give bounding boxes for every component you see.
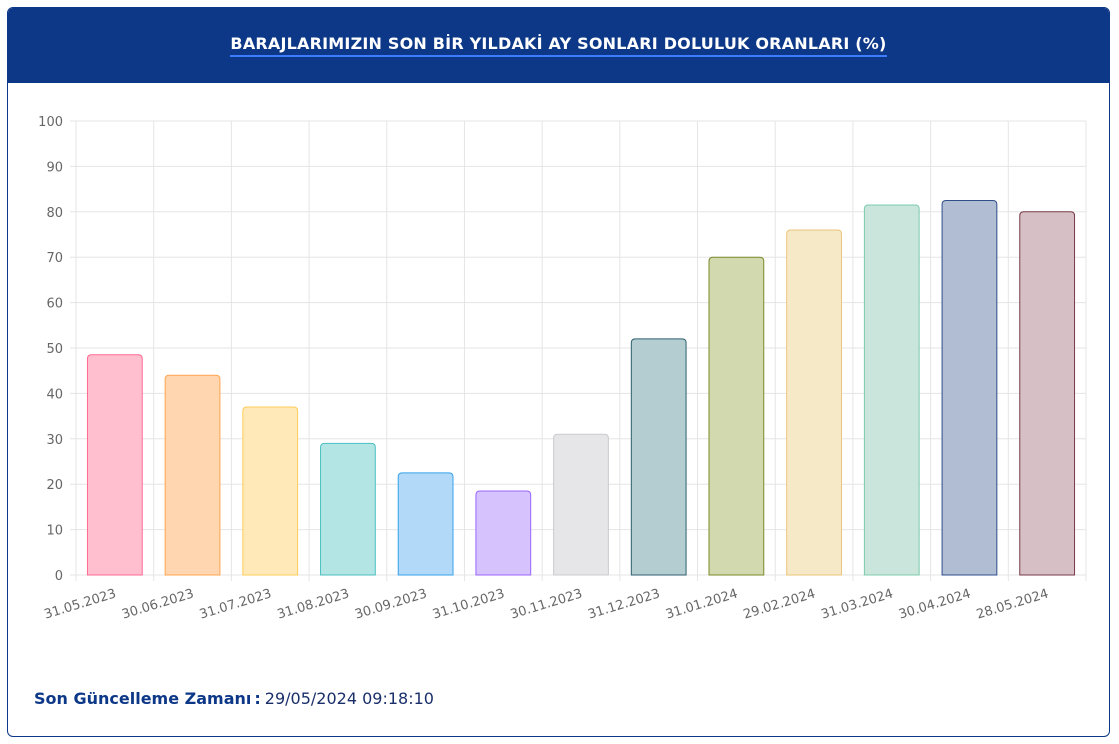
chart-title: BARAJLARIMIZIN SON BİR YILDAKİ AY SONLAR…	[230, 34, 887, 57]
last-update-value: 29/05/2024 09:18:10	[264, 689, 434, 708]
x-tick-label: 30.04.2024	[897, 586, 973, 622]
bar-30.06.2023	[164, 374, 221, 576]
card-header: BARAJLARIMIZIN SON BİR YILDAKİ AY SONLAR…	[8, 8, 1109, 83]
bar-30.09.2023	[397, 472, 454, 576]
y-tick-label: 0	[55, 569, 63, 584]
bar-chart: 0 10 20 30 40 50 60 70 80 90 100 31.05.2023 30.06.20…	[38, 115, 1087, 623]
last-update-separator: :	[254, 689, 261, 708]
bar-28.05.2024	[1019, 211, 1076, 576]
chart-area: 0 10 20 30 40 50 60 70 80 90 100 31.05.2023 30.06.20…	[8, 83, 1109, 663]
x-tick-label: 31.05.2023	[42, 586, 118, 622]
x-tick-label: 31.01.2024	[664, 586, 740, 622]
bar-30.11.2023	[553, 433, 609, 576]
y-tick-label: 60	[46, 297, 63, 312]
bar-31.07.2023	[242, 406, 299, 576]
bar-31.12.2023	[630, 338, 687, 576]
bar-31.10.2023	[475, 490, 532, 576]
chart-card: BARAJLARIMIZIN SON BİR YILDAKİ AY SONLAR…	[7, 7, 1110, 737]
x-tick-label: 30.11.2023	[509, 586, 585, 622]
x-tick-label: 31.03.2024	[819, 586, 895, 622]
y-tick-label: 40	[46, 387, 63, 402]
x-tick-label: 31.10.2023	[431, 586, 507, 622]
bar-31.03.2024	[863, 204, 920, 576]
bar-30.04.2024	[941, 199, 998, 576]
x-tick-label: 31.07.2023	[198, 586, 274, 622]
last-update-label: Son Güncelleme Zamanı	[34, 689, 252, 708]
x-tick-label: 31.12.2023	[586, 586, 662, 622]
last-update: Son Güncelleme Zamanı:29/05/2024 09:18:1…	[34, 689, 434, 708]
x-tick-label: 30.06.2023	[120, 586, 196, 622]
y-tick-label: 20	[46, 478, 63, 493]
y-tick-label: 80	[46, 206, 63, 221]
x-tick-label: 29.02.2024	[742, 586, 818, 622]
bar-29.02.2024	[786, 229, 842, 576]
y-tick-label: 30	[46, 433, 63, 448]
bar-31.05.2023	[86, 354, 143, 576]
y-tick-label: 90	[46, 160, 63, 175]
y-tick-label: 10	[46, 524, 63, 539]
y-tick-label: 100	[38, 115, 63, 130]
x-tick-label: 31.08.2023	[276, 586, 352, 622]
bar-31.01.2024	[708, 256, 765, 576]
y-tick-label: 50	[46, 342, 63, 357]
bar-31.08.2023	[320, 442, 376, 576]
x-tick-label: 30.09.2023	[353, 586, 429, 622]
y-tick-label: 70	[46, 251, 63, 266]
x-tick-label: 28.05.2024	[975, 586, 1051, 622]
